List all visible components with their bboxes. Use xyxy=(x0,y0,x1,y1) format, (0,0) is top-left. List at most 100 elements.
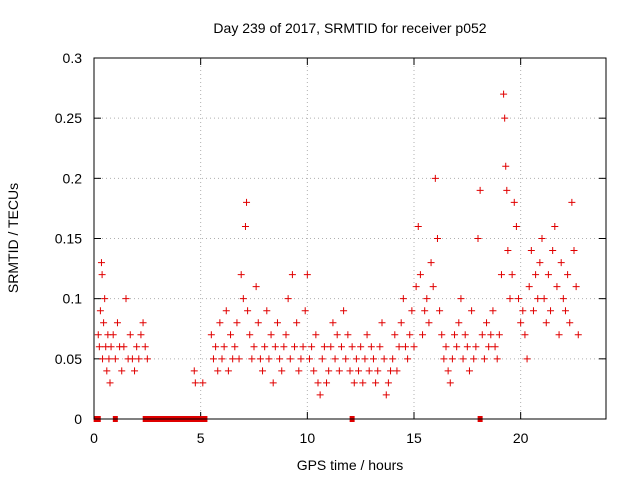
y-tick-label: 0.05 xyxy=(55,351,82,367)
data-point xyxy=(107,343,115,351)
data-point xyxy=(500,90,508,98)
data-point xyxy=(243,198,251,206)
data-point xyxy=(459,355,467,363)
data-point xyxy=(529,307,537,315)
data-point xyxy=(120,343,128,351)
data-point xyxy=(312,331,320,339)
data-point xyxy=(222,307,230,315)
data-point xyxy=(564,271,572,279)
data-point xyxy=(284,295,292,303)
data-point xyxy=(515,295,523,303)
data-point xyxy=(367,343,375,351)
data-point xyxy=(303,271,311,279)
data-point xyxy=(199,379,207,387)
data-point xyxy=(525,283,533,291)
grid-lines xyxy=(94,58,606,419)
data-point xyxy=(510,198,518,206)
data-point xyxy=(100,319,108,327)
x-tick-label: 20 xyxy=(513,430,529,446)
data-point xyxy=(218,355,226,363)
data-point xyxy=(340,307,348,315)
data-point xyxy=(387,367,395,375)
data-point xyxy=(190,367,198,375)
data-point xyxy=(331,355,339,363)
data-point xyxy=(113,319,121,327)
data-point xyxy=(216,319,224,327)
data-point xyxy=(105,355,113,363)
x-tick-label: 0 xyxy=(90,430,98,446)
y-tick-label: 0 xyxy=(74,411,82,427)
data-point xyxy=(111,355,119,363)
data-point xyxy=(369,355,377,363)
data-point xyxy=(286,355,294,363)
data-point xyxy=(106,379,114,387)
data-point xyxy=(297,355,305,363)
data-point xyxy=(485,343,493,351)
data-point xyxy=(271,343,279,351)
data-point xyxy=(241,222,249,230)
data-point xyxy=(97,259,105,267)
data-point xyxy=(252,283,260,291)
data-point xyxy=(512,222,520,230)
data-point xyxy=(382,391,390,399)
data-point xyxy=(143,355,151,363)
x-tick-label: 15 xyxy=(406,430,422,446)
data-point xyxy=(103,367,111,375)
data-point xyxy=(404,355,412,363)
data-point xyxy=(126,331,134,339)
x-tick-label: 5 xyxy=(197,430,205,446)
data-point xyxy=(244,307,252,315)
data-point xyxy=(419,331,427,339)
data-point xyxy=(442,343,450,351)
y-tick-label: 0.2 xyxy=(63,170,83,186)
data-point xyxy=(278,367,286,375)
data-point xyxy=(489,307,497,315)
data-point xyxy=(299,343,307,351)
data-point xyxy=(133,343,141,351)
data-point xyxy=(259,367,267,375)
data-point xyxy=(235,355,243,363)
data-point xyxy=(365,367,373,375)
data-point xyxy=(137,331,145,339)
data-point xyxy=(491,343,499,351)
plot-frame xyxy=(93,57,607,420)
data-point xyxy=(305,355,313,363)
data-point xyxy=(374,367,382,375)
data-point xyxy=(207,331,215,339)
data-point xyxy=(549,247,557,255)
data-point xyxy=(376,343,384,351)
data-point xyxy=(431,174,439,182)
data-point xyxy=(455,319,463,327)
data-point xyxy=(457,295,465,303)
x-axis-label: GPS time / hours xyxy=(297,457,404,473)
data-point xyxy=(342,355,350,363)
data-point xyxy=(561,307,569,315)
y-tick-label: 0.25 xyxy=(55,110,82,126)
data-point xyxy=(233,319,241,327)
data-point xyxy=(109,331,117,339)
data-point xyxy=(280,343,288,351)
data-point xyxy=(538,235,546,242)
data-point xyxy=(212,343,220,351)
data-point xyxy=(209,355,217,363)
data-point xyxy=(335,367,343,375)
data-point xyxy=(239,295,247,303)
data-point xyxy=(357,343,365,351)
data-point xyxy=(131,367,139,375)
data-point xyxy=(502,162,510,170)
data-point xyxy=(389,355,397,363)
data-points xyxy=(93,90,582,422)
data-point xyxy=(261,343,269,351)
y-axis-label: SRMTID / TECUs xyxy=(5,183,21,293)
data-point xyxy=(393,367,401,375)
data-point xyxy=(361,355,369,363)
data-point xyxy=(333,331,341,339)
data-point xyxy=(566,319,574,327)
data-point xyxy=(542,319,550,327)
data-point xyxy=(95,343,103,351)
data-point xyxy=(503,186,511,194)
data-point xyxy=(451,331,459,339)
y-tick-label: 0.15 xyxy=(55,231,82,247)
data-point xyxy=(557,259,565,267)
